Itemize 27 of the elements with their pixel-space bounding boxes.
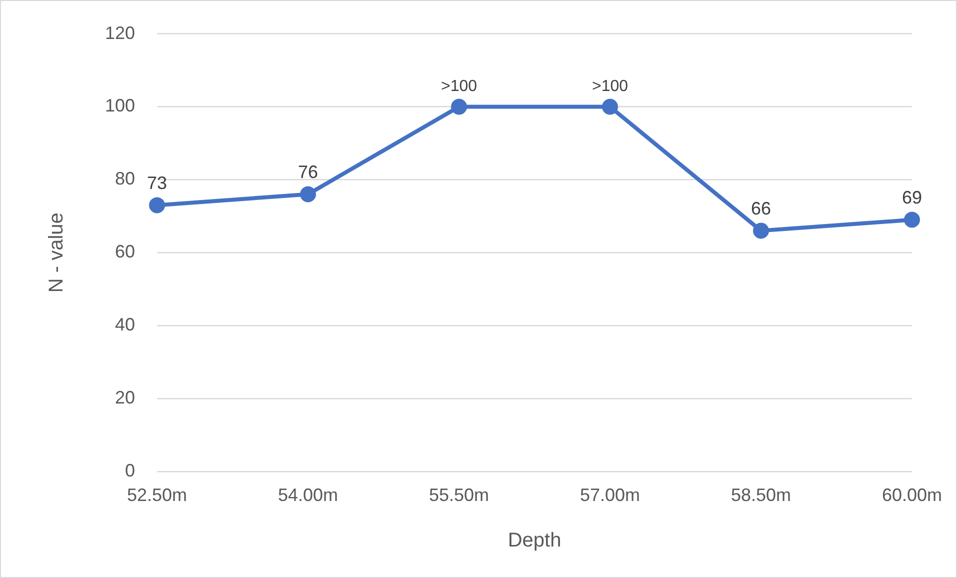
x-tick-label: 57.00m — [580, 485, 640, 506]
point — [300, 186, 316, 202]
point — [602, 98, 618, 115]
y-tick-label: 60 — [115, 242, 136, 262]
y-tick-label: 80 — [115, 168, 136, 189]
data-label: >100 — [592, 78, 628, 96]
point — [752, 222, 769, 239]
x-axis-title: Depth — [508, 530, 562, 552]
y-tick-label: 20 — [115, 387, 136, 408]
x-tick-label: 54.00m — [278, 485, 338, 506]
data-label: 69 — [902, 188, 922, 208]
y-tick-label: 40 — [115, 314, 136, 334]
point — [451, 98, 468, 115]
data-label: 66 — [750, 198, 772, 219]
x-tick-label: 58.50m — [730, 485, 792, 506]
x-tick-label: 52.50m — [127, 485, 188, 506]
y-tick-label: 100 — [104, 96, 136, 116]
data-label: >100 — [440, 78, 478, 96]
y-axis-title: N - value — [46, 212, 68, 293]
data-label: 73 — [147, 173, 168, 194]
x-tick-label: 60.00m — [882, 485, 942, 506]
y-tick-label: 120 — [104, 22, 136, 43]
point — [149, 197, 166, 214]
y-tick-label: 0 — [125, 460, 136, 480]
data-label: 76 — [298, 162, 318, 182]
x-tick-label: 55.50m — [428, 485, 490, 506]
point — [904, 212, 920, 228]
